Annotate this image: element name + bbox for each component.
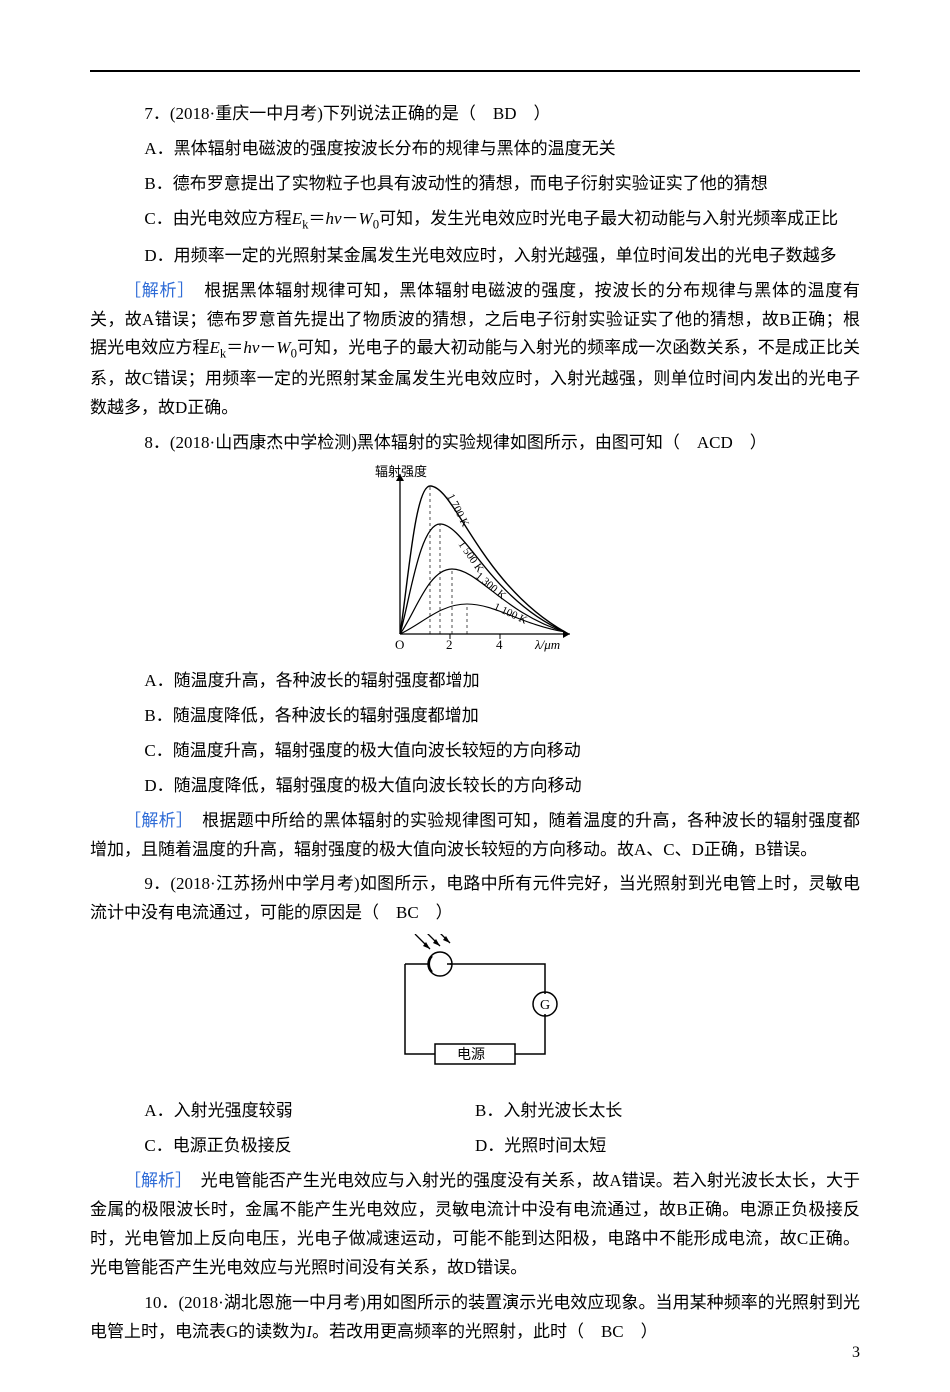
q7-exp-W: W xyxy=(276,338,290,357)
q9-explanation: ［解析］ 光电管能否产生光电效应与入射光的强度没有关系，故A错误。若入射光波长太… xyxy=(90,1167,860,1283)
q8-figure-wrap: 辐射强度 O 2 4 λ/μm 1 700 K 1 500 K 1 300 K … xyxy=(90,464,860,659)
q7-optC-hv: hν xyxy=(326,209,342,228)
q7-optD: D．用频率一定的光照射某金属发生光电效应时，入射光越强，单位时间发出的光电子数越… xyxy=(90,242,860,271)
q8-ylabel: 辐射强度 xyxy=(375,464,427,479)
q8-curve-1300: 1 300 K xyxy=(473,570,508,602)
q8-xtick-2: 2 xyxy=(446,637,453,652)
q9-exp: 光电管能否产生光电效应与入射光的强度没有关系，故A错误。若入射光波长太长，大于金… xyxy=(90,1171,860,1277)
q8-curve-1700: 1 700 K xyxy=(444,492,471,529)
q7-optC-eq: ＝ xyxy=(309,209,326,228)
q7-optC-pre: C．由光电效应方程 xyxy=(144,209,291,228)
q8-stem-end: ） xyxy=(733,433,767,452)
q7-optC-W: W xyxy=(359,209,373,228)
q8-exp: 根据题中所给的黑体辐射的实验规律图可知，随着温度的升高，各种波长的辐射强度都增加… xyxy=(90,811,860,859)
q9-options-row1: A．入射光强度较弱 B．入射光波长太长 xyxy=(90,1097,860,1132)
q9-optD: D．光照时间太短 xyxy=(475,1132,860,1161)
q9-optB: B．入射光波长太长 xyxy=(475,1097,860,1126)
q8-xtick-O: O xyxy=(395,637,404,652)
q7-optA: A．黑体辐射电磁波的强度按波长分布的规律与黑体的温度无关 xyxy=(90,135,860,164)
q7-explanation: ［解析］ 根据黑体辐射规律可知，黑体辐射电磁波的强度，按波长的分布规律与黑体的温… xyxy=(90,277,860,424)
q10-answer: BC xyxy=(601,1322,624,1341)
q7-stem: 7．(2018·重庆一中月考)下列说法正确的是（ BD ） xyxy=(90,100,860,129)
q7-optC: C．由光电效应方程Ek＝hν－W0可知，发生光电效应时光电子最大初动能与入射光频… xyxy=(90,205,860,236)
q8-xlabel: λ/μm xyxy=(534,637,560,652)
page: 7．(2018·重庆一中月考)下列说法正确的是（ BD ） A．黑体辐射电磁波的… xyxy=(0,0,950,1392)
q8-optD: D．随温度降低，辐射强度的极大值向波长较长的方向移动 xyxy=(90,772,860,801)
q7-optC-post: 可知，发生光电效应时光电子最大初动能与入射光频率成正比 xyxy=(379,209,838,228)
q7-exp-eq: ＝ xyxy=(226,338,243,357)
explanation-label: ［解析］ xyxy=(124,281,186,300)
q9-circuit: G 电源 xyxy=(375,934,575,1084)
q9-figure-wrap: G 电源 xyxy=(90,934,860,1089)
q9-stem-text: 9．(2018·江苏扬州中学月考)如图所示，电路中所有元件完好，当光照射到光电管… xyxy=(90,874,860,922)
q8-explanation: ［解析］ 根据题中所给的黑体辐射的实验规律图可知，随着温度的升高，各种波长的辐射… xyxy=(90,807,860,865)
page-number: 3 xyxy=(852,1344,860,1362)
q8-stem-text: 8．(2018·山西康杰中学检测)黑体辐射的实验规律如图所示，由图可知（ xyxy=(144,433,696,452)
q9-optC: C．电源正负极接反 xyxy=(90,1132,475,1161)
q10-stem-end: ） xyxy=(624,1322,658,1341)
q7-exp-minus: － xyxy=(259,338,276,357)
explanation-label: ［解析］ xyxy=(124,811,185,830)
q8-answer: ACD xyxy=(697,433,733,452)
q7-answer: BD xyxy=(493,104,517,123)
q7-stem-text: 7．(2018·重庆一中月考)下列说法正确的是（ xyxy=(144,104,492,123)
q7-exp-hv: hν xyxy=(243,338,259,357)
q9-meter-G: G xyxy=(540,998,550,1013)
q9-source-label: 电源 xyxy=(457,1047,485,1063)
top-rule xyxy=(90,70,860,72)
q9-answer: BC xyxy=(396,903,419,922)
q8-stem: 8．(2018·山西康杰中学检测)黑体辐射的实验规律如图所示，由图可知（ ACD… xyxy=(90,429,860,458)
q8-xtick-4: 4 xyxy=(496,637,503,652)
q7-optB: B．德布罗意提出了实物粒子也具有波动性的猜想，而电子衍射实验证实了他的猜想 xyxy=(90,170,860,199)
q8-optA: A．随温度升高，各种波长的辐射强度都增加 xyxy=(90,667,860,696)
q9-optA: A．入射光强度较弱 xyxy=(90,1097,475,1126)
q9-stem-end: ） xyxy=(419,903,453,922)
q7-optC-E: E xyxy=(292,209,302,228)
q7-optC-minus: － xyxy=(342,209,359,228)
q7-exp-E: E xyxy=(209,338,219,357)
q10-stem: 10．(2018·湖北恩施一中月考)用如图所示的装置演示光电效应现象。当用某种频… xyxy=(90,1289,860,1347)
q8-optC: C．随温度升高，辐射强度的极大值向波长较短的方向移动 xyxy=(90,737,860,766)
q7-stem-end: ） xyxy=(517,104,551,123)
explanation-label: ［解析］ xyxy=(124,1171,184,1190)
q10-stem-post: 。若改用更高频率的光照射，此时（ xyxy=(312,1322,601,1341)
q8-optB: B．随温度降低，各种波长的辐射强度都增加 xyxy=(90,702,860,731)
q9-stem: 9．(2018·江苏扬州中学月考)如图所示，电路中所有元件完好，当光照射到光电管… xyxy=(90,870,860,928)
q8-blackbody-chart: 辐射强度 O 2 4 λ/μm 1 700 K 1 500 K 1 300 K … xyxy=(370,464,580,654)
q9-options-row2: C．电源正负极接反 D．光照时间太短 xyxy=(90,1132,860,1167)
